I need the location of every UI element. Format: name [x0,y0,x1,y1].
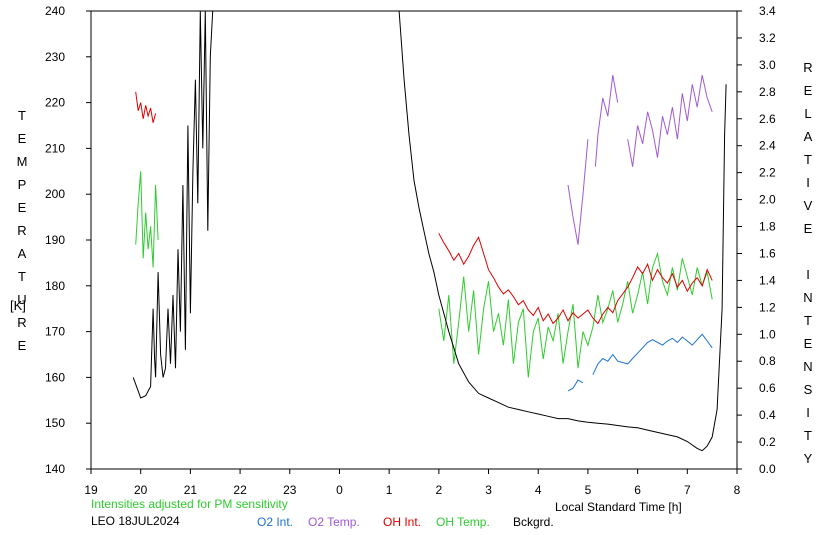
axis-title-letter: S [803,382,813,397]
x-tick-label: 1 [386,483,393,497]
axis-title-letter: V [803,198,813,213]
axis-title-letter: R [17,223,27,238]
legend-o2-temp: O2 Temp. [308,515,360,529]
axis-title-letter: Y [803,451,813,466]
axis-title-letter: E [17,200,27,215]
legend-oh-int: OH Int. [383,515,422,529]
right-tick-label: 1.8 [759,220,776,234]
axis-title-letter: M [16,154,28,169]
axis-title-letter: T [18,108,26,123]
series-line-o2-temp [627,74,713,167]
series-line-o2-temp [567,139,589,245]
axis-title-letter: N [803,290,813,305]
left-tick-label: 150 [45,416,65,430]
right-tick-label: 0.0 [759,462,776,476]
x-tick-label: 7 [684,483,691,497]
right-tick-label: 2.4 [759,139,776,153]
x-tick-label: 0 [336,483,343,497]
axis-title-letter: R [803,60,813,75]
left-tick-label: 230 [45,50,65,64]
right-tick-label: 1.6 [759,246,776,260]
right-tick-label: 1.0 [759,327,776,341]
x-tick-label: 5 [585,483,592,497]
x-tick-label: 3 [485,483,492,497]
axis-title-letter: E [803,83,813,98]
axis-title-letter: I [806,175,810,190]
series-line-oh-temp [135,171,159,268]
axis-title-letter: L [804,106,812,121]
x-tick-label: 23 [283,483,297,497]
chart-series [132,10,727,452]
series-line-o2-int [592,333,713,375]
right-tick-label: 3.0 [759,58,776,72]
axis-title-letter: A [17,246,27,261]
right-tick-label: 0.6 [759,381,776,395]
x-tick-label: 22 [233,483,247,497]
series-line-oh-int [135,91,157,123]
axis-title-letter: E [17,131,27,146]
right-tick-label: 3.2 [759,31,776,45]
left-tick-label: 180 [45,279,65,293]
axis-title-letter: T [804,152,812,167]
x-tick-label: 8 [734,483,741,497]
left-axis-unit: [K] [10,298,26,313]
series-line-oh-temp [438,251,713,378]
legend-bckgrd: Bckgrd. [513,515,554,529]
right-tick-label: 3.4 [759,4,776,18]
x-tick-label: 2 [436,483,443,497]
axis-title-letter: E [17,338,27,353]
right-tick-label: 2.2 [759,166,776,180]
right-tick-label: 2.6 [759,112,776,126]
axis-title-letter [800,240,816,263]
right-tick-label: 2.0 [759,193,776,207]
series-line-o2-temp [594,75,619,167]
axis-title-letter: T [804,428,812,443]
axis-title-letter: E [803,336,813,351]
x-tick-label: 6 [634,483,641,497]
left-tick-label: 170 [45,325,65,339]
axis-title-letter: A [803,129,813,144]
axis-title-letter: P [17,177,27,192]
right-tick-label: 2.8 [759,85,776,99]
axis-title-letter: R [17,315,27,330]
right-tick-label: 0.2 [759,435,776,449]
axis-title-letter: E [803,221,813,236]
station-date: LEO 18JUL2024 [91,514,180,528]
axis-title-letter: U [17,292,27,307]
axis-title-letter: I [806,267,810,282]
left-tick-label: 140 [45,462,65,476]
legend-oh-temp: OH Temp. [436,515,490,529]
left-tick-label: 210 [45,141,65,155]
left-tick-label: 190 [45,233,65,247]
series-line-o2-int [567,379,584,392]
x-tick-label: 19 [84,483,98,497]
legend-o2-int: O2 Int. [257,515,294,529]
chart-axes: 1401501601701801902002102202302400.00.20… [45,4,776,497]
series-line-bckgrd [398,10,727,452]
right-tick-label: 0.8 [759,354,776,368]
series-line-bckgrd [132,10,216,399]
left-tick-label: 220 [45,96,65,110]
adjustment-note: Intensities adjusted for PM sensitivity [91,497,288,511]
right-tick-label: 1.2 [759,300,776,314]
left-tick-label: 160 [45,370,65,384]
x-axis-title: Local Standard Time [h] [555,500,682,514]
series-line-oh-int [438,233,713,325]
left-tick-label: 240 [45,4,65,18]
axis-title-letter: T [804,313,812,328]
left-tick-label: 200 [45,187,65,201]
axis-title-letter: T [18,269,26,284]
axis-title-letter: I [806,405,810,420]
axis-title-letter: N [803,359,813,374]
right-tick-label: 1.4 [759,273,776,287]
right-tick-label: 0.4 [759,408,776,422]
x-tick-label: 21 [184,483,198,497]
x-tick-label: 4 [535,483,542,497]
x-tick-label: 20 [134,483,148,497]
